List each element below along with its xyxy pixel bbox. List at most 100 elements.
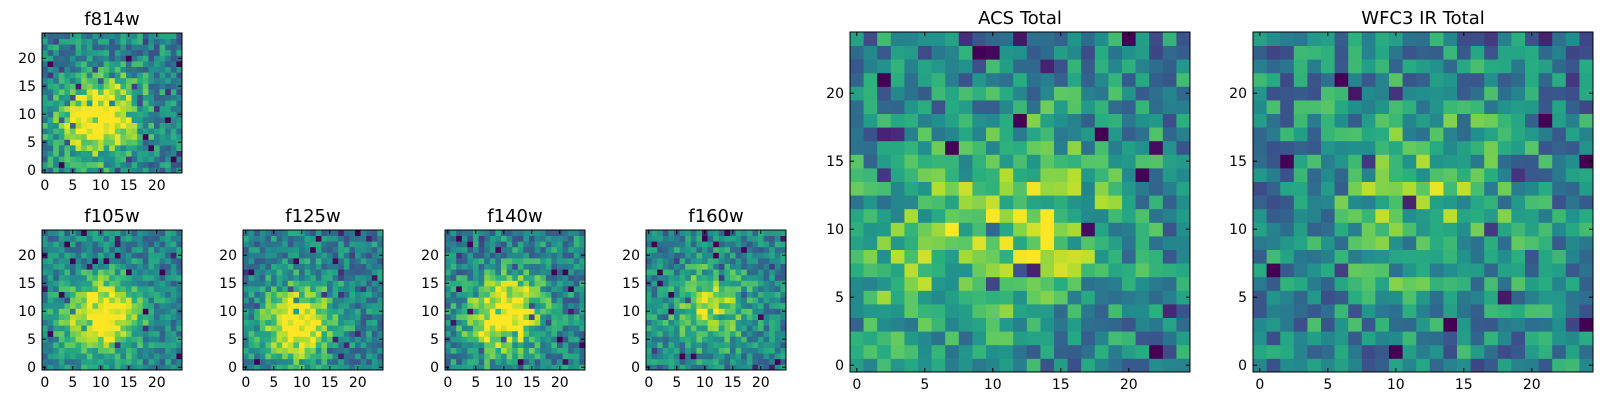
heatmap-cell (47, 100, 54, 107)
heatmap-cell (972, 195, 987, 210)
heatmap-cell (529, 291, 535, 298)
heatmap-cell (371, 325, 378, 332)
heatmap-cell (377, 297, 384, 304)
heatmap-cell (1361, 249, 1376, 264)
heatmap-cell (131, 342, 138, 348)
heatmap-cell (126, 111, 132, 118)
heatmap-cell (478, 252, 485, 259)
heatmap-cell (131, 297, 138, 304)
heatmap-cell (850, 195, 864, 210)
heatmap-cell (1565, 168, 1580, 182)
heatmap-cell (103, 139, 110, 146)
heatmap-cell (142, 145, 149, 151)
heatmap-cell (299, 263, 305, 270)
heatmap-cell (679, 308, 686, 315)
heatmap-cell (850, 181, 864, 196)
heatmap-cell (371, 358, 378, 365)
heatmap-cell (473, 246, 479, 253)
heatmap-cell (517, 246, 524, 253)
heatmap-cell (1429, 236, 1444, 250)
heatmap-cell (445, 269, 451, 276)
heatmap-cell (758, 358, 764, 365)
heatmap-cell (70, 66, 76, 73)
heatmap-cell (92, 286, 99, 292)
heatmap-cell (315, 246, 322, 253)
heatmap-cell (551, 319, 558, 326)
heatmap-cell (131, 286, 138, 292)
heatmap-cell (1552, 263, 1567, 278)
heatmap-cell (86, 105, 93, 112)
heatmap-cell (713, 336, 720, 343)
heatmap-cell (473, 330, 479, 337)
x-tick-label: 0 (644, 375, 653, 391)
heatmap-cell (114, 252, 121, 259)
heatmap-cell (945, 222, 960, 237)
heatmap-cell (92, 139, 99, 146)
heatmap-cell (1361, 304, 1376, 318)
heatmap-cell (332, 302, 339, 309)
heatmap-cell (120, 33, 127, 39)
heatmap-cell (646, 274, 652, 281)
heatmap-cell (137, 230, 144, 236)
heatmap-cell (271, 274, 277, 281)
heatmap-cell (293, 241, 300, 248)
heatmap-cell (131, 241, 138, 248)
heatmap-cell (931, 181, 946, 196)
heatmap-cell (478, 291, 485, 298)
heatmap-cell (248, 358, 255, 365)
heatmap-cell (1135, 222, 1150, 237)
heatmap-cell (1361, 59, 1376, 74)
heatmap-cell (349, 235, 356, 242)
heatmap-cell (1361, 236, 1376, 250)
heatmap-cell (557, 274, 563, 281)
heatmap-cell (746, 263, 753, 270)
heatmap-cell (877, 263, 892, 278)
heatmap-cell (674, 246, 680, 253)
heatmap-cell (545, 325, 552, 332)
heatmap-cell (42, 150, 48, 157)
heatmap-cell (562, 291, 569, 298)
heatmap-cell (58, 66, 65, 73)
heatmap-cell (170, 117, 177, 123)
heatmap-cell (1334, 290, 1349, 305)
heatmap-cell (120, 89, 127, 95)
heatmap-cell (958, 195, 973, 210)
heatmap-cell (758, 342, 764, 348)
heatmap-cell (53, 252, 60, 259)
heatmap-cell (371, 241, 378, 248)
heatmap-cell (142, 122, 149, 129)
heatmap-cell (545, 269, 552, 276)
heatmap-cell (512, 325, 519, 332)
heatmap-cell (371, 336, 378, 343)
heatmap-cell (109, 49, 116, 56)
heatmap-cell (58, 235, 65, 242)
heatmap-cell (170, 150, 177, 157)
heatmap-cell (343, 347, 350, 354)
heatmap-cell (1040, 100, 1055, 114)
heatmap-cell (512, 269, 519, 276)
heatmap-cell (75, 83, 82, 90)
heatmap-cell (1266, 59, 1281, 74)
heatmap-cell (377, 286, 384, 292)
heatmap-cell (1402, 113, 1417, 128)
heatmap-cell (315, 280, 322, 287)
heatmap-cell (377, 358, 384, 365)
heatmap-cell (534, 252, 541, 259)
heatmap-cell (120, 111, 127, 118)
heatmap-cell (47, 33, 54, 39)
heatmap-cell (662, 291, 669, 298)
heatmap-cell (752, 319, 759, 326)
heatmap-cell (501, 258, 507, 264)
heatmap-cell (972, 113, 987, 128)
heatmap-cell (120, 150, 127, 157)
heatmap-cell (1402, 181, 1417, 196)
heatmap-cell (774, 241, 781, 248)
heatmap-cell (501, 286, 507, 292)
heatmap-cell (148, 33, 155, 39)
heatmap-cell (287, 269, 294, 276)
heatmap-cell (75, 342, 82, 348)
heatmap-cell (1026, 181, 1041, 196)
heatmap-cell (360, 342, 367, 348)
heatmap-cell (1361, 358, 1376, 373)
heatmap-cell (109, 258, 116, 264)
